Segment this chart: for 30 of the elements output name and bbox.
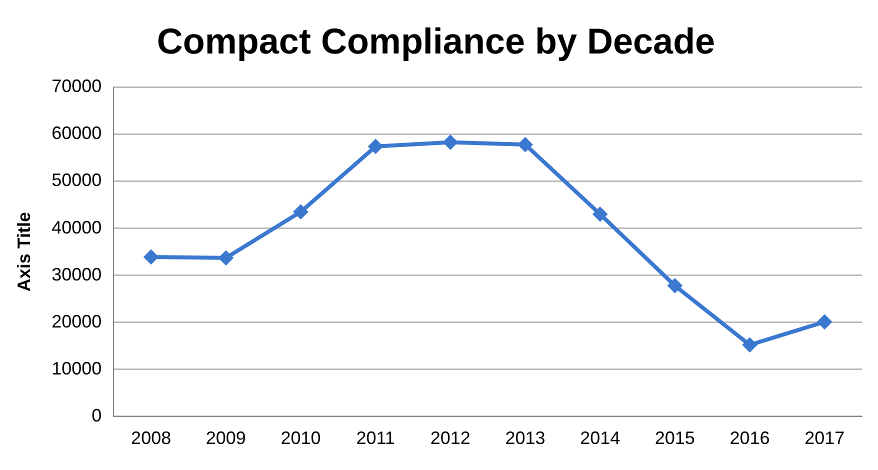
y-tick-label: 10000 — [52, 358, 102, 378]
point — [592, 206, 608, 222]
x-tick-label: 2011 — [356, 428, 395, 448]
y-tick-label: 70000 — [52, 76, 102, 96]
x-tick-label: 2012 — [430, 428, 470, 448]
point — [218, 250, 234, 266]
x-tick-label: 2010 — [280, 428, 321, 448]
point — [442, 134, 458, 150]
x-tick-label: 2008 — [131, 428, 172, 448]
point — [817, 314, 832, 330]
x-tick-label: 2009 — [206, 428, 246, 448]
chart-title: Compact Compliance by Decade — [156, 20, 716, 62]
point — [368, 138, 384, 154]
x-tick-label: 2014 — [580, 428, 620, 448]
y-tick-label: 0 — [92, 405, 102, 426]
y-tick-label: 20000 — [52, 311, 102, 332]
point — [667, 278, 682, 294]
point — [518, 137, 533, 152]
point — [293, 204, 308, 220]
x-tick-label: 2013 — [505, 428, 546, 448]
y-tick-label: 30000 — [52, 264, 102, 284]
point — [742, 337, 758, 352]
x-tick-label: 2017 — [804, 428, 845, 448]
y-tick-label: 40000 — [52, 217, 102, 238]
y-tick-label: 60000 — [52, 123, 102, 144]
y-axis-title: Axis Title — [14, 212, 34, 292]
point — [144, 249, 159, 264]
x-tick-label: 2016 — [730, 428, 770, 448]
x-tick-label: 2015 — [654, 428, 695, 448]
y-tick-label: 50000 — [52, 170, 102, 190]
